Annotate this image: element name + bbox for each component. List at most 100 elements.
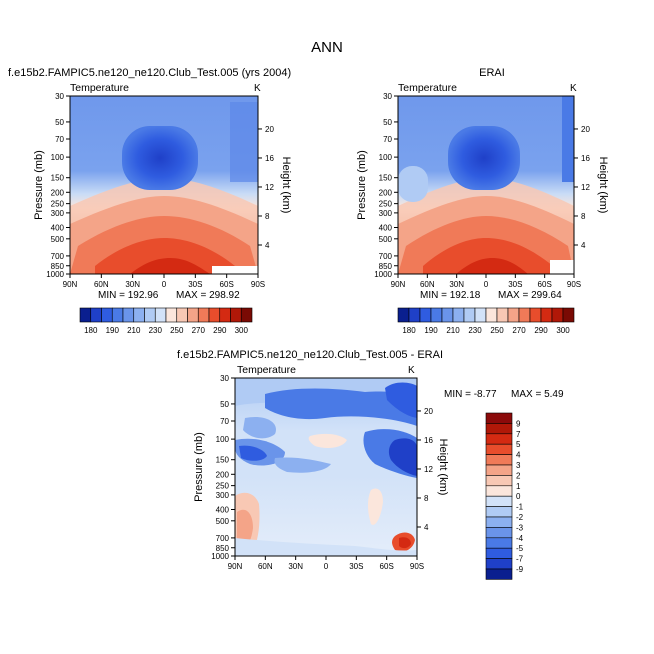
colorbar-label: 0: [516, 492, 521, 501]
height-tick-label: 12: [581, 183, 590, 192]
y-tick-label: 1000: [374, 270, 392, 279]
y-tick-label: 300: [51, 209, 65, 218]
panel-obs-colorbar: 180 190 210 230 250 270 290 300: [397, 307, 575, 335]
panel-model-ylabel: Pressure (mb): [33, 150, 45, 220]
colorbar-swatch: [197, 307, 210, 323]
x-tick-label: 60N: [420, 280, 435, 289]
colorbar-label: 300: [235, 326, 249, 335]
panel-model-colorbar: 180 190 210 230 250 270 290 300: [79, 307, 253, 335]
y-tick-label: 700: [216, 534, 230, 543]
y-tick-label: 200: [51, 188, 65, 197]
colorbar-swatch: [208, 307, 221, 323]
colorbar-swatch: [90, 307, 102, 323]
height-tick-label: 8: [424, 494, 429, 503]
colorbar-swatch: [485, 443, 513, 455]
colorbar-label: 180: [402, 326, 416, 335]
y-tick-label: 150: [51, 174, 65, 183]
x-tick-label: 90N: [63, 280, 78, 289]
y-tick-label: 400: [216, 505, 230, 514]
y-tick-label: 30: [383, 92, 392, 101]
panel-model-subtitle: Temperature: [70, 82, 129, 94]
y-tick-label: 50: [220, 400, 229, 409]
colorbar-swatch: [230, 307, 242, 323]
colorbar-swatch: [452, 307, 465, 323]
colorbar-swatch: [485, 516, 513, 528]
y-tick-label: 50: [55, 118, 64, 127]
x-tick-label: 30S: [188, 280, 202, 289]
y-tick-label: 400: [379, 223, 393, 232]
panel-obs: ERAI Temperature K 305070100150200250300…: [356, 67, 609, 335]
panel-obs-height-ticks: 20 16 12 8 4: [574, 125, 590, 250]
colorbar-swatch: [496, 307, 509, 323]
height-tick-label: 16: [581, 154, 590, 163]
panel-diff-height-ticks: 20 16 12 8 4: [417, 407, 433, 532]
x-tick-label: 30S: [508, 280, 522, 289]
x-tick-label: 90N: [228, 562, 243, 571]
colorbar-label: 210: [446, 326, 460, 335]
colorbar-swatch: [485, 433, 513, 445]
height-tick-label: 4: [424, 523, 429, 532]
x-tick-label: 60S: [538, 280, 552, 289]
panel-diff-colorbar: 9 75 432 10 -1-2-3 -4-5 -7-9: [485, 412, 524, 580]
colorbar-swatch: [219, 307, 231, 323]
colorbar-swatch: [485, 558, 513, 570]
colorbar-swatch: [485, 506, 513, 518]
x-tick-label: 60N: [94, 280, 109, 289]
panel-obs-y2label: Height (km): [597, 157, 609, 214]
height-tick-label: 16: [424, 436, 433, 445]
colorbar-swatch: [485, 568, 513, 580]
panel-model-units: K: [254, 83, 261, 94]
colorbar-label: 250: [170, 326, 184, 335]
y-tick-label: 1000: [46, 270, 64, 279]
y-tick-label: 500: [216, 517, 230, 526]
x-tick-label: 90N: [391, 280, 406, 289]
height-tick-label: 20: [424, 407, 433, 416]
colorbar-swatch: [562, 307, 575, 323]
x-tick-label: 60N: [258, 562, 273, 571]
panel-diff-y2label: Height (km): [437, 439, 449, 496]
colorbar-swatch: [419, 307, 432, 323]
panel-model-height-ticks: 20 16 12 8 4: [258, 125, 274, 250]
colorbar-swatch: [518, 307, 531, 323]
x-tick-label: 0: [162, 280, 167, 289]
colorbar-label: 3: [516, 461, 521, 470]
colorbar-label: 300: [556, 326, 570, 335]
colorbar-label: 250: [490, 326, 504, 335]
colorbar-swatch: [397, 307, 410, 323]
panel-model-y2label: Height (km): [280, 157, 292, 214]
colorbar-swatch: [240, 307, 253, 323]
height-tick-label: 4: [265, 241, 270, 250]
colorbar-label: 270: [192, 326, 206, 335]
colorbar-swatch: [165, 307, 178, 323]
colorbar-label: 7: [516, 430, 521, 439]
panel-obs-min: MIN = 192.18: [420, 290, 481, 301]
colorbar-swatch: [144, 307, 156, 323]
y-tick-label: 700: [51, 252, 65, 261]
colorbar-label: 1: [516, 482, 521, 491]
colorbar-label: 230: [149, 326, 163, 335]
y-tick-label: 250: [216, 482, 230, 491]
colorbar-label: -4: [516, 534, 524, 543]
height-tick-label: 20: [581, 125, 590, 134]
colorbar-label: -3: [516, 523, 524, 532]
colorbar-swatch: [485, 412, 513, 424]
colorbar-swatch: [507, 307, 520, 323]
x-tick-label: 0: [324, 562, 329, 571]
y-tick-label: 100: [51, 153, 65, 162]
panel-model-x-ticks: 90N 60N 30N 0 30S 60S 90S: [63, 274, 265, 289]
colorbar-swatch: [485, 495, 513, 507]
panel-diff-subtitle: Temperature: [237, 364, 296, 376]
colorbar-swatch: [101, 307, 113, 323]
y-tick-label: 300: [379, 209, 393, 218]
panel-diff-max: MAX = 5.49: [511, 389, 564, 400]
colorbar-label: -7: [516, 555, 524, 564]
colorbar-swatch: [133, 307, 145, 323]
panel-model-min: MIN = 192.96: [98, 290, 159, 301]
y-tick-label: 70: [383, 135, 392, 144]
panel-diff: f.e15b2.FAMPIC5.ne120_ne120.Club_Test.00…: [177, 349, 564, 580]
x-tick-label: 60S: [220, 280, 234, 289]
